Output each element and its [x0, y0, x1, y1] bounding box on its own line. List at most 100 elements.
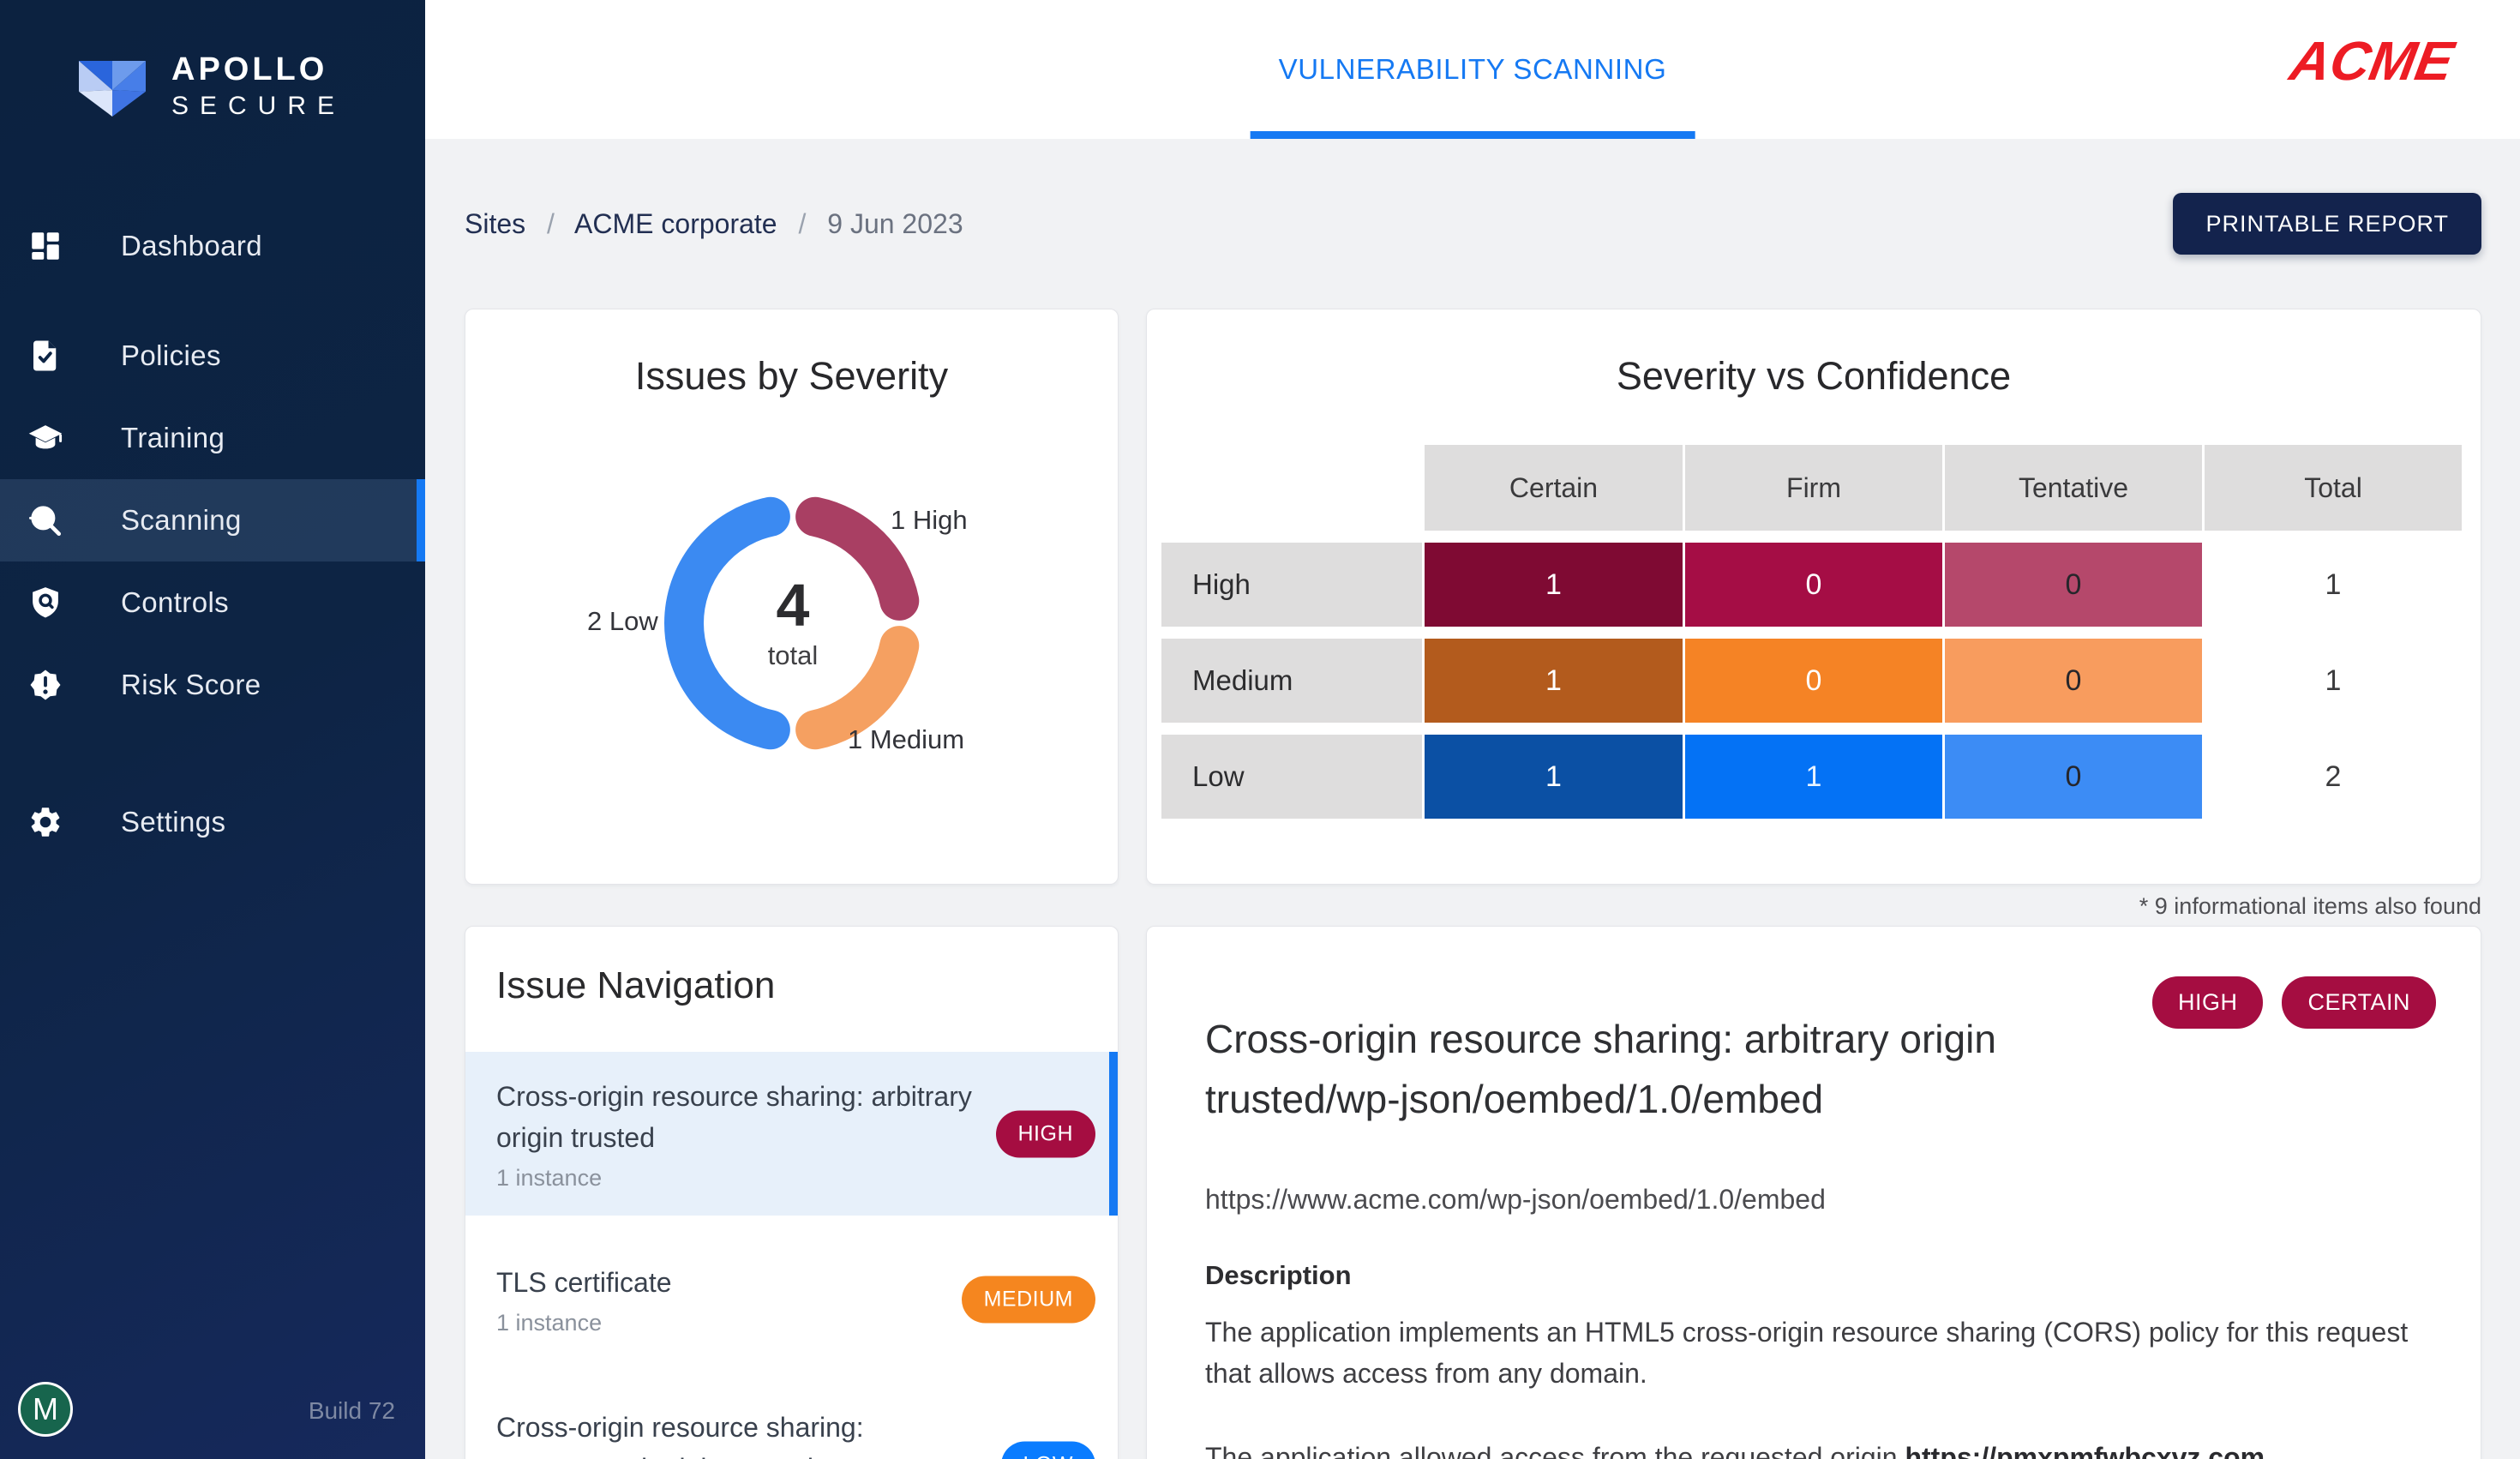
matrix-total-cell: 1 — [2325, 567, 2342, 601]
app-logo-text: APOLLO SECURE — [171, 51, 345, 121]
matrix-cell: 0 — [1945, 543, 2202, 627]
sidebar-item-label: Policies — [121, 339, 221, 371]
breadcrumb: Sites / ACME corporate / 9 Jun 2023 — [465, 208, 963, 240]
issue-list-item[interactable]: Cross-origin resource sharing: unencrypt… — [465, 1383, 1118, 1459]
sidebar-item-scanning[interactable]: Scanning — [0, 479, 425, 561]
scanning-icon — [27, 502, 63, 538]
cards-row-top: Issues by Severity 4 total 1 High 1 Mediu… — [465, 309, 2481, 885]
donut-label-medium: 1 Medium — [848, 724, 965, 754]
sidebar-item-label: Training — [121, 422, 225, 453]
matrix-cell: 0 — [1945, 735, 2202, 819]
matrix-cell: 0 — [1945, 639, 2202, 723]
training-icon — [27, 420, 63, 456]
settings-icon — [27, 804, 63, 840]
risk-score-icon — [27, 667, 63, 703]
matrix-col-header-certain: Certain — [1425, 445, 1683, 531]
issue-list: Cross-origin resource sharing: arbitrary… — [465, 1052, 1118, 1459]
detail-severity-badge: HIGH — [2151, 976, 2264, 1029]
matrix-cell: 1 — [1685, 735, 1942, 819]
logo-line-1: APOLLO — [171, 51, 328, 87]
matrix-cell: 0 — [1685, 639, 1942, 723]
apollo-shield-icon — [79, 57, 146, 117]
matrix-cell: 1 — [1425, 543, 1683, 627]
origin-paragraph: The application allowed access from the … — [1205, 1437, 2422, 1459]
severity-vs-confidence-title: Severity vs Confidence — [1616, 354, 2012, 398]
sidebar-item-training[interactable]: Training — [0, 397, 425, 479]
issue-navigation-card: Issue Navigation Cross-origin resource s… — [465, 926, 1119, 1459]
toolbar-row: Sites / ACME corporate / 9 Jun 2023 PRIN… — [465, 193, 2481, 255]
donut-slice-high — [795, 496, 920, 621]
issue-item-instances: 1 instance — [496, 1165, 603, 1191]
issue-list-item[interactable]: Cross-origin resource sharing: arbitrary… — [465, 1052, 1118, 1216]
avatar[interactable]: M — [18, 1382, 73, 1437]
build-label: Build 72 — [308, 1397, 395, 1424]
breadcrumb-date: 9 Jun 2023 — [827, 207, 963, 239]
issue-item-title: Cross-origin resource sharing: unencrypt… — [496, 1412, 864, 1459]
sidebar-item-controls[interactable]: Controls — [0, 561, 425, 644]
matrix-col-header-tentative: Tentative — [1945, 445, 2202, 531]
donut-slice-medium — [795, 626, 920, 750]
origin-paragraph-prefix: The application allowed access from the … — [1205, 1442, 1905, 1459]
issue-item-title: Cross-origin resource sharing: arbitrary… — [496, 1081, 972, 1153]
informational-footnote: * 9 informational items also found — [2139, 893, 2481, 919]
logo-line-2: SECURE — [171, 92, 346, 120]
severity-vs-confidence-card: Severity vs Confidence Certain Firm Tentat… — [1146, 309, 2481, 885]
dashboard-icon — [27, 228, 63, 264]
controls-icon — [27, 585, 63, 621]
matrix-total-cell: 2 — [2325, 760, 2342, 793]
detail-confidence-badge: CERTAIN — [2282, 976, 2436, 1029]
breadcrumb-site-link[interactable]: ACME corporate — [574, 207, 777, 239]
content: Sites / ACME corporate / 9 Jun 2023 PRIN… — [425, 193, 2520, 1459]
matrix-corner — [1161, 445, 1422, 531]
issues-by-severity-card: Issues by Severity 4 total 1 High 1 Mediu… — [465, 309, 1119, 885]
sidebar-item-label: Dashboard — [121, 230, 263, 261]
issue-navigation-title: Issue Navigation — [496, 964, 776, 1006]
matrix-col-header-firm: Firm — [1685, 445, 1942, 531]
sidebar-item-policies[interactable]: Policies — [0, 315, 425, 397]
matrix-col-header-total: Total — [2205, 445, 2462, 531]
main-area: VULNERABILITY SCANNING ACME Sites / ACME… — [425, 0, 2520, 1459]
matrix-row-label-high: High — [1161, 543, 1422, 627]
matrix-row-label-medium: Medium — [1161, 639, 1422, 723]
matrix-row-label-low: Low — [1161, 735, 1422, 819]
matrix-total-cell: 1 — [2325, 663, 2342, 697]
severity-confidence-table: Certain Firm Tentative Total High 1 0 0 1 Medium 1… — [1161, 445, 2462, 819]
issue-detail-url: https://www.acme.com/wp-json/oembed/1.0/… — [1205, 1184, 1826, 1215]
donut-label-low: 2 Low — [587, 606, 658, 636]
tab-label: VULNERABILITY SCANNING — [1278, 53, 1667, 85]
top-bar: VULNERABILITY SCANNING ACME — [425, 0, 2520, 139]
donut-total-label: total — [767, 640, 819, 670]
description-paragraph: The application implements an HTML5 cros… — [1205, 1317, 2409, 1389]
printable-report-button[interactable]: PRINTABLE REPORT — [2173, 193, 2481, 255]
severity-badge: HIGH — [995, 1110, 1095, 1157]
sidebar-nav: Dashboard Policies Training Scanning Control… — [0, 205, 425, 863]
breadcrumb-separator: / — [547, 207, 555, 239]
breadcrumb-separator: / — [798, 207, 807, 239]
sidebar-item-risk-score[interactable]: Risk Score — [0, 644, 425, 726]
sidebar-item-label: Controls — [121, 586, 230, 618]
sidebar-item-label: Risk Score — [121, 669, 261, 700]
origin-url-bold: https://pmxpmfwbcxvz.com — [1905, 1442, 2265, 1459]
acme-logo: ACME — [2285, 30, 2458, 93]
matrix-cell: 1 — [1425, 639, 1683, 723]
sidebar-item-label: Scanning — [121, 504, 242, 536]
issue-item-title: TLS certificate — [496, 1267, 672, 1298]
detail-badges: HIGH CERTAIN — [2151, 976, 2436, 1029]
sidebar-item-settings[interactable]: Settings — [0, 781, 425, 863]
sidebar: APOLLO SECURE Dashboard Policies Training S… — [0, 0, 425, 1459]
issue-list-item[interactable]: TLS certificate 1 instance MEDIUM — [465, 1238, 1118, 1360]
donut-slice-low — [664, 496, 790, 750]
donut-total-value: 4 — [776, 572, 810, 639]
breadcrumb-sites-link[interactable]: Sites — [465, 207, 526, 239]
severity-badge: MEDIUM — [961, 1276, 1095, 1323]
severity-badge: LOW — [1000, 1441, 1095, 1459]
donut-center: 4 total — [664, 495, 921, 752]
issues-by-severity-title: Issues by Severity — [634, 354, 949, 398]
severity-donut-chart — [664, 496, 920, 750]
sidebar-item-dashboard[interactable]: Dashboard — [0, 205, 425, 287]
matrix-cell: 0 — [1685, 543, 1942, 627]
cards-row-bottom: Issue Navigation Cross-origin resource s… — [465, 926, 2481, 1459]
sidebar-item-label: Settings — [121, 806, 226, 838]
issue-item-instances: 1 instance — [496, 1310, 603, 1336]
tab-vulnerability-scanning[interactable]: VULNERABILITY SCANNING — [1250, 0, 1695, 139]
